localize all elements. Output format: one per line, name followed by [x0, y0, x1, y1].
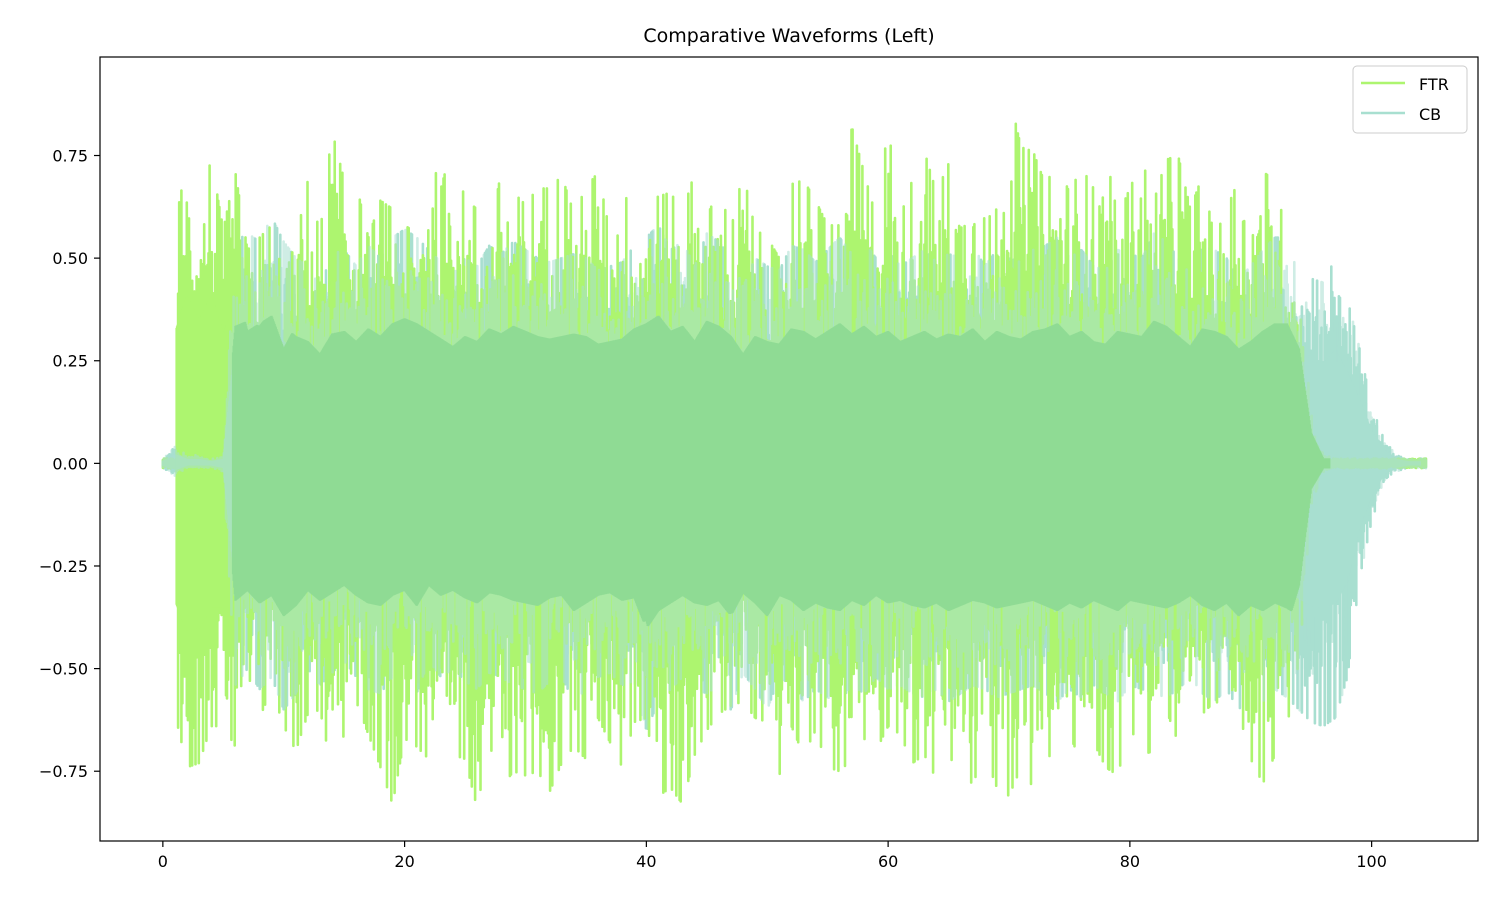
axes-frame [99, 56, 1479, 842]
y-tick-label: 0.50 [52, 249, 88, 268]
chart-title: Comparative Waveforms (Left) [643, 25, 934, 47]
overlap-path [231, 315, 1331, 627]
overlap-blend [231, 315, 1331, 627]
legend-box [1352, 65, 1468, 134]
x-axis: 0 20 40 60 80 100 [158, 841, 1387, 871]
y-tick-label: −0.75 [39, 762, 88, 781]
legend: FTR CB [1352, 65, 1468, 134]
series-layer [161, 122, 1428, 803]
y-tick-label: 0.25 [52, 352, 88, 371]
plot-area [99, 56, 1479, 842]
x-tick-label: 20 [394, 852, 414, 871]
x-tick-label: 100 [1356, 852, 1387, 871]
y-tick-label: −0.50 [39, 660, 88, 679]
x-tick-label: 80 [1120, 852, 1140, 871]
y-axis: −0.75 −0.50 −0.25 0.00 0.25 0.50 0.75 [39, 147, 100, 781]
legend-label-ftr: FTR [1419, 75, 1449, 94]
y-tick-label: −0.25 [39, 557, 88, 576]
x-tick-label: 60 [878, 852, 898, 871]
x-tick-label: 0 [158, 852, 168, 871]
y-tick-label: 0.00 [52, 454, 88, 473]
x-tick-label: 40 [636, 852, 656, 871]
y-tick-label: 0.75 [52, 147, 88, 166]
legend-label-cb: CB [1419, 105, 1441, 124]
